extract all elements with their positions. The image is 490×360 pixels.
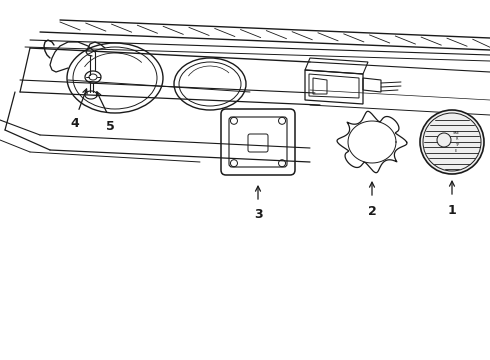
Circle shape xyxy=(437,133,451,147)
Text: 2: 2 xyxy=(368,205,376,218)
Text: E: E xyxy=(455,149,457,153)
Text: 4: 4 xyxy=(71,117,79,130)
Circle shape xyxy=(420,110,484,174)
Text: 1: 1 xyxy=(448,204,456,217)
Text: 5: 5 xyxy=(106,120,114,133)
Text: R: R xyxy=(456,137,458,141)
Text: SAE: SAE xyxy=(452,131,460,135)
Text: TP: TP xyxy=(455,143,459,147)
Text: 3: 3 xyxy=(254,208,262,221)
